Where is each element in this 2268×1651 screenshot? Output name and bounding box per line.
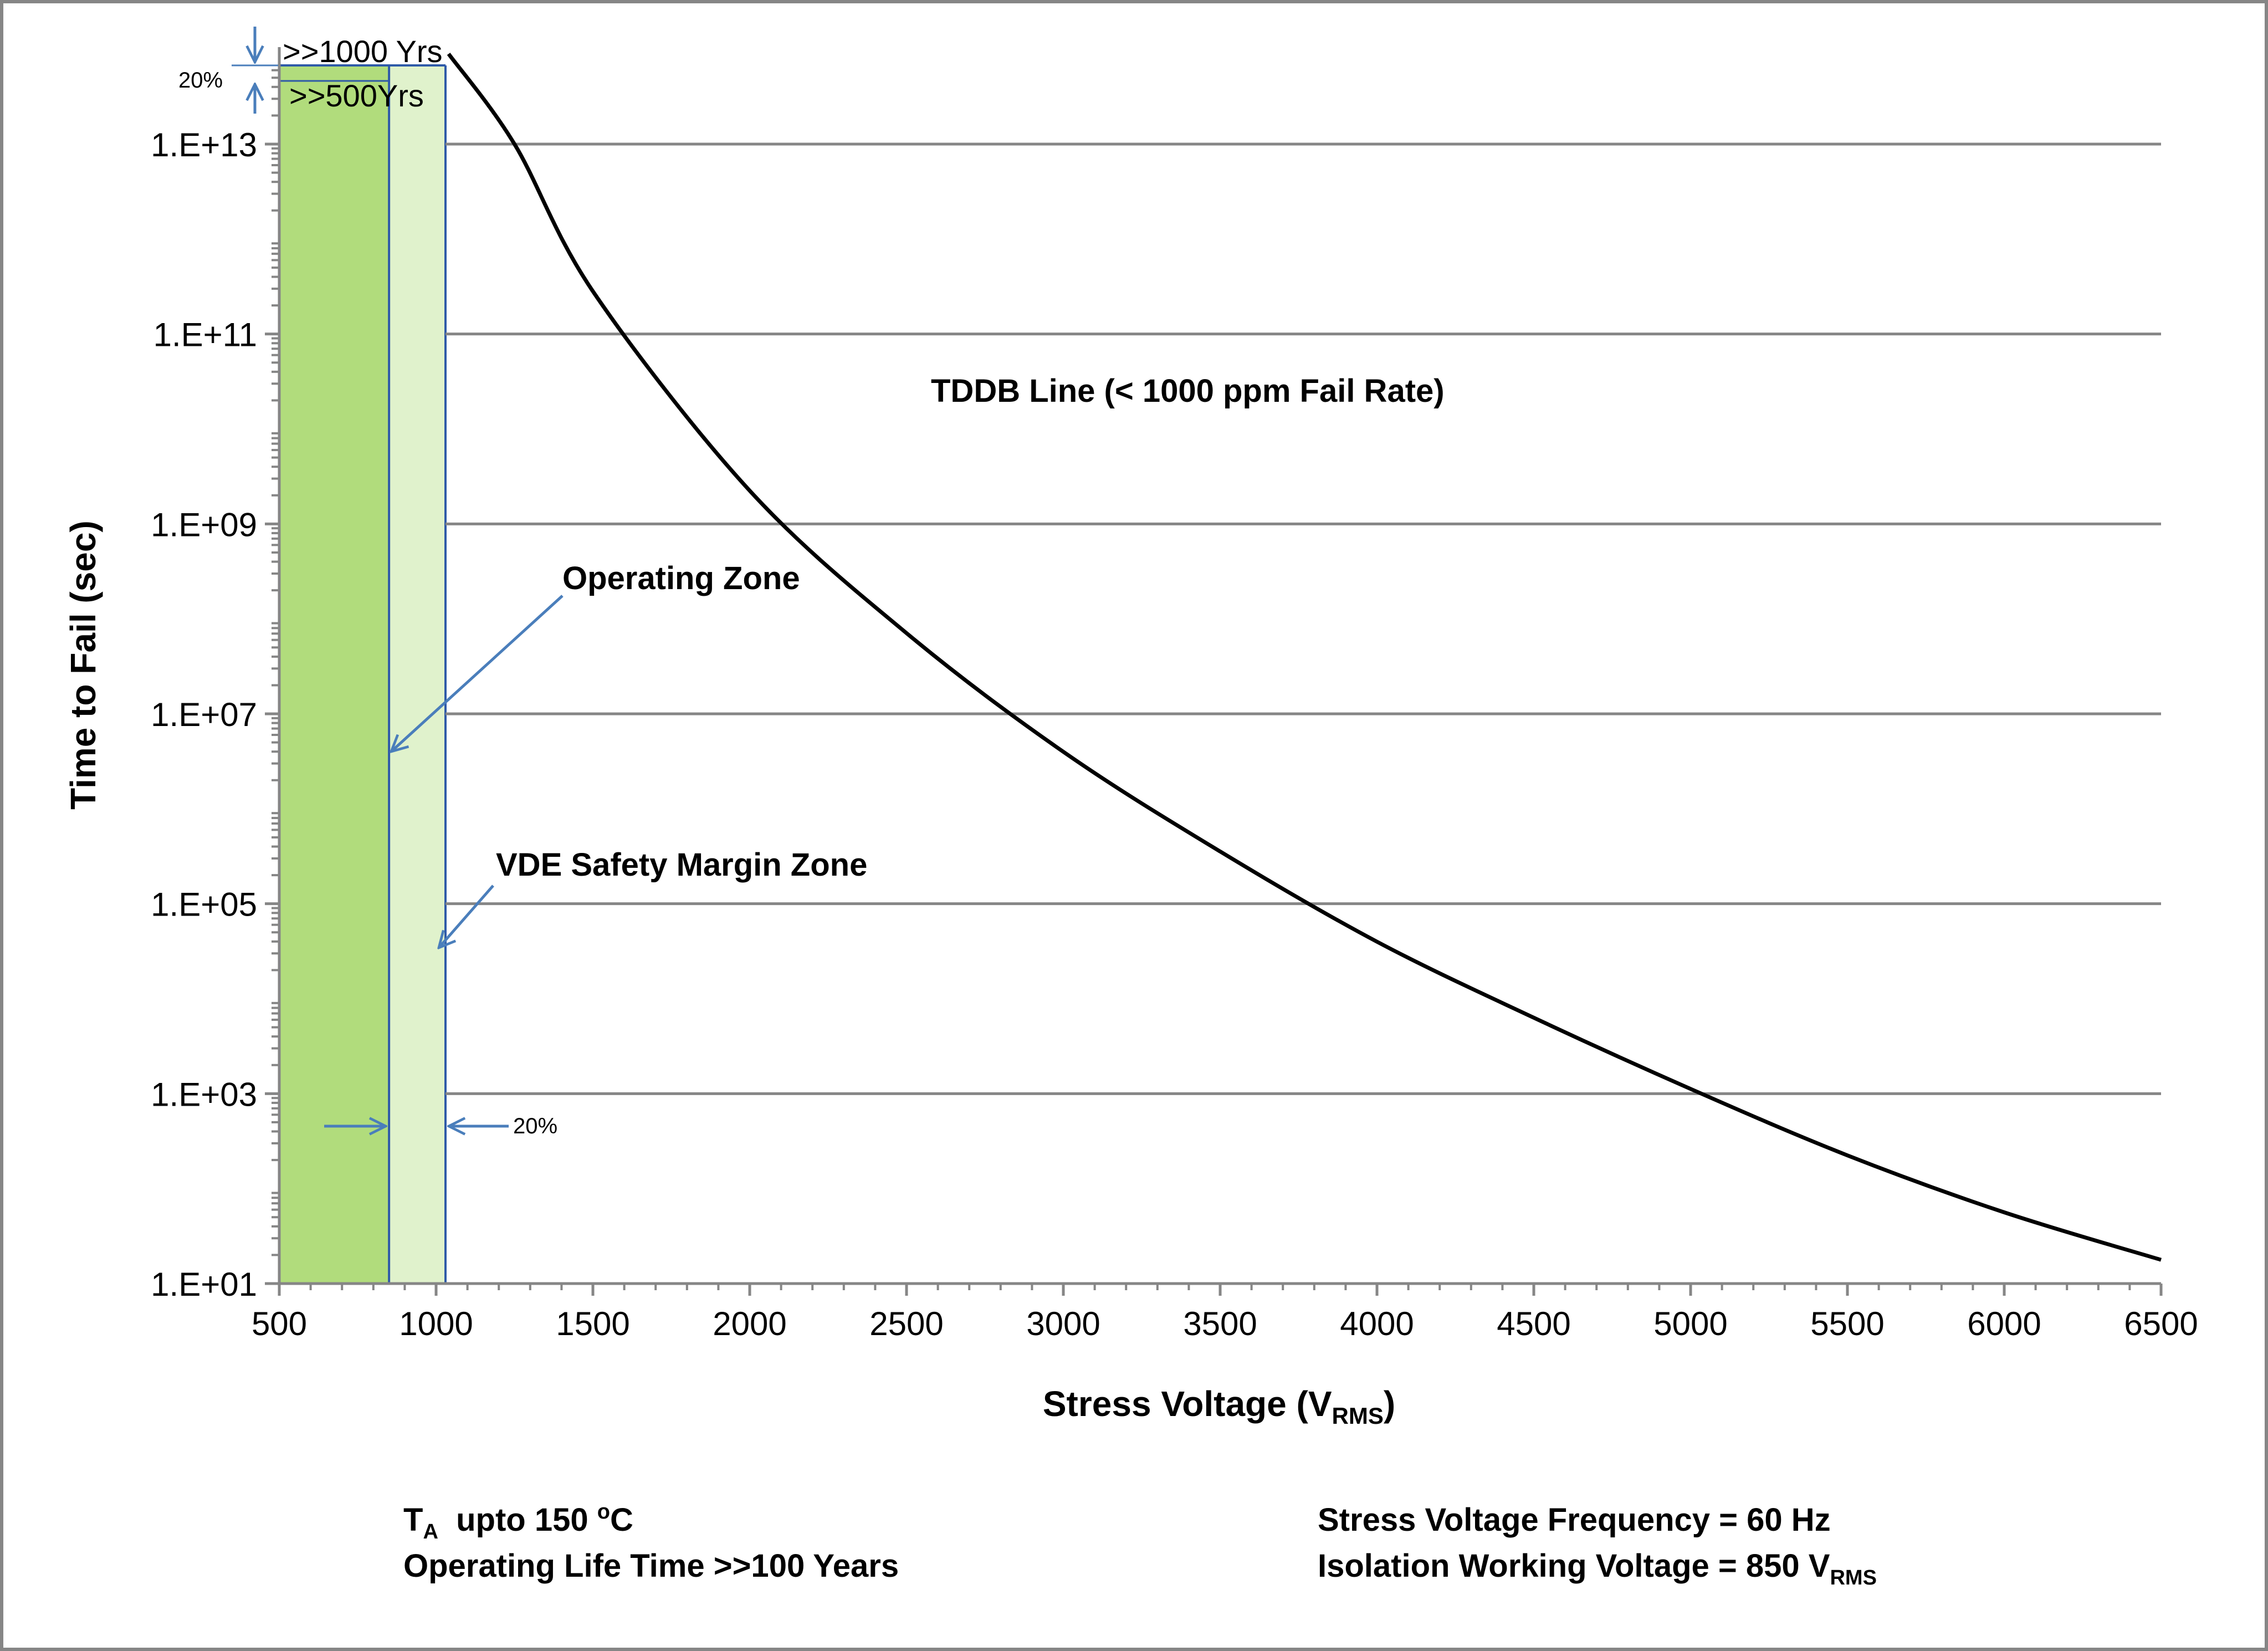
y-tick-label-1: 1.E+03 <box>151 1076 257 1113</box>
axes-layer: 1.E+01 1.E+03 1.E+05 1.E+07 1.E+09 1.E+11 1.E+… <box>151 47 2198 1342</box>
y-tick-label-4: 1.E+09 <box>151 506 257 543</box>
zones-layer <box>279 64 447 1284</box>
top-500-years-label: >>500Yrs <box>289 78 424 113</box>
frequency-note: Stress Voltage Frequency = 60 Hz <box>1318 1502 1831 1538</box>
y-tick-label-0: 1.E+01 <box>151 1266 257 1303</box>
isolation-note-main: Isolation Working Voltage = 850 V <box>1318 1548 1830 1584</box>
x-tick-label-3: 2000 <box>713 1305 786 1342</box>
x-axis-title-sub: RMS <box>1332 1403 1384 1429</box>
x-tick-label-9: 5000 <box>1653 1305 1727 1342</box>
margin-pct-bottom-label: 20% <box>513 1114 557 1138</box>
x-tick-label-2: 1500 <box>556 1305 629 1342</box>
ta-note: TA upto 150 oC <box>403 1500 633 1543</box>
ta-note-mid: upto 150 <box>438 1502 597 1538</box>
x-tick-label-10: 5500 <box>1810 1305 1884 1342</box>
top-1000-years-label: >>1000 Yrs <box>283 34 443 69</box>
zone-1-fill <box>389 65 446 1284</box>
x-tick-label-11: 6000 <box>1967 1305 2041 1342</box>
operating-zone-arrow <box>391 595 564 752</box>
x-tick-label-5: 3000 <box>1026 1305 1100 1342</box>
arrows-layer <box>232 27 564 1126</box>
ta-note-sub: A <box>423 1520 438 1543</box>
x-tick-label-6: 3500 <box>1183 1305 1257 1342</box>
x-axis-title-end: ) <box>1384 1384 1395 1424</box>
y-tick-label-2: 1.E+05 <box>151 886 257 923</box>
isolation-note-sub: RMS <box>1830 1566 1876 1589</box>
operating-life-note: Operating Life Time >>100 Years <box>403 1548 899 1584</box>
y-tick-label-3: 1.E+07 <box>151 696 257 733</box>
gridlines-layer <box>445 142 2161 1095</box>
margin-pct-top-label: 20% <box>178 68 223 93</box>
series-layer <box>447 53 2162 1262</box>
ta-note-end: C <box>610 1502 633 1538</box>
x-tick-label-7: 4000 <box>1340 1305 1414 1342</box>
operating-zone-label: Operating Zone <box>562 560 800 596</box>
ta-note-prefix: T <box>403 1502 423 1538</box>
y-tick-label-6: 1.E+13 <box>151 126 257 163</box>
ta-note-sup: o <box>597 1500 610 1524</box>
x-tick-label-12: 6500 <box>2124 1305 2198 1342</box>
y-tick-label-5: 1.E+11 <box>153 316 257 354</box>
zone-0-fill <box>279 65 390 1284</box>
x-axis-title: Stress Voltage (VRMS) <box>1043 1384 1395 1429</box>
x-tick-label-1: 1000 <box>399 1305 473 1342</box>
x-tick-label-8: 4500 <box>1497 1305 1570 1342</box>
isolation-note: Isolation Working Voltage = 850 VRMS <box>1318 1548 1877 1589</box>
tddb-line-label: TDDB Line (< 1000 ppm Fail Rate) <box>931 373 1445 409</box>
x-tick-label-0: 500 <box>252 1305 307 1342</box>
x-axis-title-main: Stress Voltage (V <box>1043 1384 1332 1424</box>
y-axis-title: Time to Fail (sec) <box>63 520 103 810</box>
tddb-line <box>447 53 2162 1262</box>
x-tick-label-4: 2500 <box>869 1305 943 1342</box>
vde-zone-label: VDE Safety Margin Zone <box>496 847 867 883</box>
vde-zone-arrow <box>439 885 494 948</box>
